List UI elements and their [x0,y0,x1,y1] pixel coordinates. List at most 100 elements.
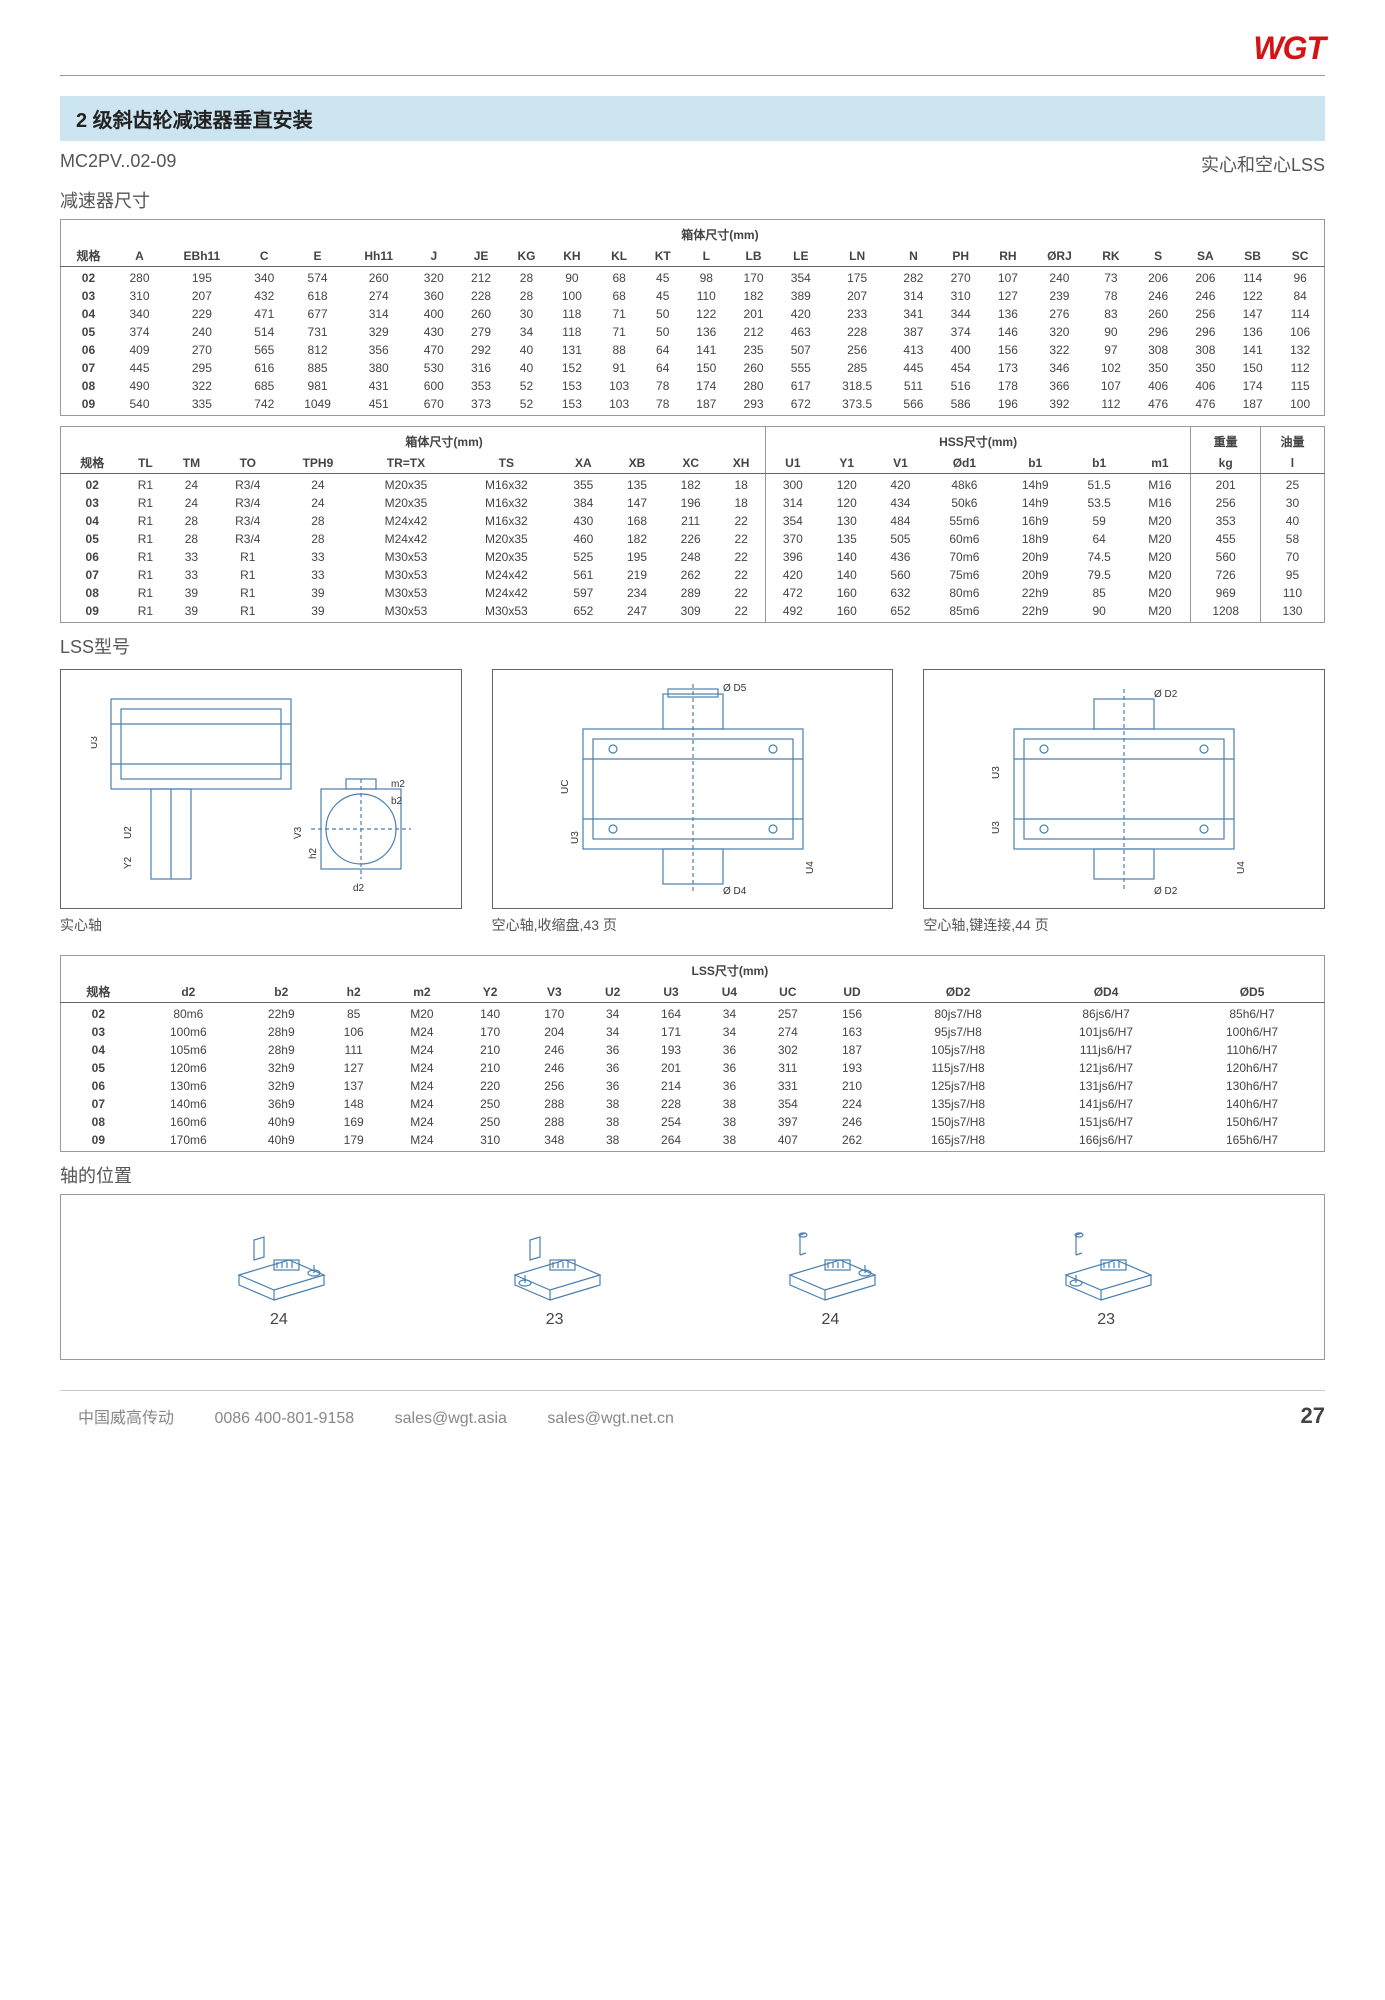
table-cell: 130m6 [136,1077,241,1095]
table-cell: M20 [1129,548,1191,566]
table-cell: 308 [1182,341,1229,359]
col-header: KG [505,245,549,267]
table-cell: 289 [664,584,718,602]
table-cell: 08 [61,377,116,395]
table-cell: M20 [1129,584,1191,602]
dimensions-table-2: 箱体尺寸(mm) HSS尺寸(mm) 重量 油量 规格TLTMTOTPH9TR=… [60,426,1325,623]
table-cell: 318.5 [824,377,889,395]
col-header: XC [664,452,718,474]
table-cell: 160 [820,584,874,602]
col-header: A [116,245,163,267]
table-cell: 463 [777,323,824,341]
table-cell: 98 [683,267,730,288]
table-cell: 36 [703,1041,756,1059]
table-cell: 256 [1182,305,1229,323]
table-cell: 50 [643,323,683,341]
table-cell: 179 [322,1131,386,1152]
table-cell: 295 [163,359,240,377]
table-cell: 100m6 [136,1023,241,1041]
table-cell: 33 [167,548,215,566]
table-cell: 207 [824,287,889,305]
table-cell: 226 [664,530,718,548]
table-cell: 314 [890,287,937,305]
table-row: 06R133R133M30x53M20x35525195248223961404… [61,548,1325,566]
table-cell: 472 [765,584,820,602]
table-cell: 389 [777,287,824,305]
table-cell: 296 [1182,323,1229,341]
table-row: 07140m636h9148M242502883822838354224135j… [61,1095,1325,1113]
table-cell: 74.5 [1069,548,1130,566]
col-header: U4 [703,981,756,1003]
table-row: 0744529561688538053031640152916415026055… [61,359,1325,377]
table-cell: 115js7/H8 [884,1059,1032,1077]
table-cell: 24 [167,474,215,495]
table-cell: 354 [765,512,820,530]
col-header: ØD4 [1032,981,1180,1003]
table-cell: 182 [730,287,777,305]
table-cell: 18h9 [1002,530,1069,548]
table-cell: R1 [123,512,167,530]
table-cell: 97 [1087,341,1134,359]
table-cell: 288 [522,1113,586,1131]
diagram-solid-shaft: U3 U2 Y2 V3 h2 d2 m2 b2 [60,669,462,909]
table-cell: 64 [1069,530,1130,548]
table-row: 0434022947167731440026030118715012220142… [61,305,1325,323]
table-cell: M20 [386,1003,458,1024]
table-cell: M30x53 [456,602,556,623]
table-cell: 135js7/H8 [884,1095,1032,1113]
table-cell: 90 [548,267,595,288]
table-cell: 04 [61,512,124,530]
table-cell: 201 [730,305,777,323]
table-cell: 262 [820,1131,884,1152]
table-cell: 130 [1260,602,1324,623]
table-cell: 228 [824,323,889,341]
table-cell: 309 [664,602,718,623]
footer-email: sales@wgt.asia [395,1410,507,1427]
table-cell: 20h9 [1002,566,1069,584]
col-header: b1 [1002,452,1069,474]
table-cell: 83 [1087,305,1134,323]
table-cell: 147 [1229,305,1276,323]
table-cell: R3/4 [215,494,280,512]
table-cell: 310 [937,287,984,305]
table-cell: 260 [347,267,410,288]
table-cell: 885 [288,359,347,377]
shaft-position-item: 23 [495,1225,615,1329]
table-cell: 484 [874,512,928,530]
table-cell: 84 [1276,287,1324,305]
table-cell: 201 [639,1059,703,1077]
col-header: TM [167,452,215,474]
lss-diagrams: U3 U2 Y2 V3 h2 d2 m2 b2 实心轴 [60,669,1325,935]
table-cell: 195 [610,548,664,566]
col-header: LE [777,245,824,267]
table-cell: 224 [820,1095,884,1113]
table-cell: 86js6/H7 [1032,1003,1180,1024]
table-cell: 36 [586,1077,639,1095]
table-cell: 05 [61,530,124,548]
table-cell: 445 [116,359,163,377]
table-cell: 18 [717,494,765,512]
table-cell: 320 [1032,323,1088,341]
table-cell: R1 [123,548,167,566]
table-cell: 248 [664,548,718,566]
col-header: U3 [639,981,703,1003]
table-cell: 670 [410,395,457,416]
table-cell: 196 [984,395,1031,416]
table-cell: 164 [639,1003,703,1024]
col-header: N [890,245,937,267]
table-cell: 160m6 [136,1113,241,1131]
table-cell: 34 [505,323,549,341]
table-cell: 430 [557,512,611,530]
col-header: C [241,245,288,267]
col-header: XH [717,452,765,474]
table-cell: 566 [890,395,937,416]
diagram-caption: 空心轴,收缩盘,43 页 [492,915,894,935]
table-cell: 1049 [288,395,347,416]
table-cell: 114 [1276,305,1324,323]
table-cell: 250 [458,1113,522,1131]
group-header-weight: 重量 [1191,427,1260,453]
col-header: 规格 [61,452,124,474]
table-cell: 431 [347,377,410,395]
table-cell: 68 [596,267,643,288]
table-cell: 505 [874,530,928,548]
